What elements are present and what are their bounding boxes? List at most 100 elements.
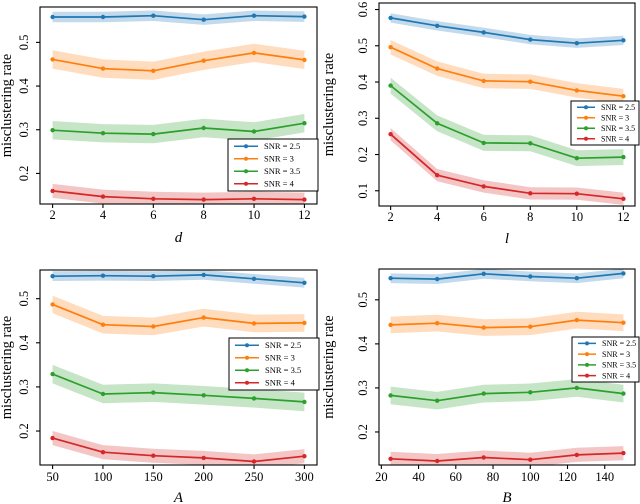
legend-box — [227, 138, 319, 192]
y-axis-label: misclustering rate — [321, 53, 337, 156]
chart-B: 20 40 60 80 100 120 140 0.2 0.3 0.4 0.5 Bmiscluster… — [321, 268, 640, 504]
y-axis-label: misclustering rate — [321, 315, 337, 418]
y-tick-label: 0.3 — [356, 110, 370, 126]
data-point-marker — [621, 450, 626, 456]
series-line — [389, 272, 625, 280]
legend-marker-sample — [244, 169, 248, 174]
x-tick-label: 100 — [521, 470, 540, 484]
data-point-marker — [574, 156, 579, 161]
x-tick-label: 12 — [298, 208, 311, 222]
data-point-marker — [528, 37, 533, 42]
legend-label: SNR = 2.5 — [602, 339, 636, 348]
series-line — [51, 52, 306, 72]
y-tick-label: 0.3 — [17, 122, 31, 138]
x-axis-label: d — [175, 230, 183, 246]
data-point-marker — [621, 391, 626, 396]
axes-spines — [39, 6, 318, 205]
confidence-band — [390, 379, 624, 410]
series-line — [51, 303, 306, 328]
data-point-marker — [201, 272, 206, 278]
legend-marker-sample — [585, 352, 589, 357]
data-point-marker — [302, 280, 307, 285]
data-point-marker — [528, 390, 533, 395]
data-point-marker — [151, 68, 156, 74]
legend-label: SNR = 4 — [601, 135, 629, 144]
y-tick-label: 0.5 — [356, 292, 370, 308]
x-tick-label: 50 — [46, 470, 59, 484]
data-point-marker — [528, 274, 533, 279]
legend-marker-sample — [245, 380, 249, 385]
confidence-band — [52, 43, 305, 80]
y-axis-label: misclustering rate — [0, 54, 15, 157]
legend-marker-sample — [585, 341, 589, 346]
data-point-marker — [251, 196, 257, 201]
legend-marker-sample — [245, 368, 249, 373]
data-point-marker — [251, 396, 257, 401]
x-tick-label: 60 — [450, 470, 463, 484]
plot-area — [388, 269, 626, 465]
x-tick-label: 40 — [412, 470, 425, 484]
data-point-marker — [621, 38, 626, 43]
data-point-marker — [388, 322, 393, 328]
x-axis-label: B — [502, 490, 511, 504]
series-line — [51, 122, 306, 135]
data-point-marker — [528, 79, 533, 84]
data-point-marker — [100, 391, 106, 397]
y-tick-label: 0.1 — [356, 183, 370, 199]
data-point-marker — [201, 197, 206, 202]
y-tick-label: 0.2 — [356, 147, 370, 163]
data-point-marker — [574, 317, 579, 323]
data-point-marker — [201, 455, 206, 461]
data-point-marker — [528, 324, 533, 329]
data-point-marker — [435, 398, 440, 403]
y-tick-label: 0.4 — [17, 77, 31, 93]
confidence-band — [390, 269, 624, 284]
data-point-marker — [435, 173, 440, 178]
data-point-marker — [151, 13, 156, 18]
data-point-marker — [528, 191, 533, 196]
chart-A: 50 100 150 200 250 300 0.2 0.3 0.4 0.5 Amiscluster… — [0, 269, 320, 504]
data-point-marker — [100, 131, 106, 136]
data-point-marker — [50, 274, 55, 279]
legend-label: SNR = 3 — [601, 114, 629, 123]
data-point-marker — [528, 141, 533, 146]
x-tick-label: 10 — [248, 208, 261, 222]
legend-box — [571, 336, 640, 383]
data-point-marker — [251, 459, 257, 464]
x-tick-label: 2 — [49, 208, 55, 222]
confidence-band — [390, 13, 624, 48]
x-tick-label: 10 — [571, 210, 584, 224]
data-point-marker — [251, 321, 257, 326]
legend-label: SNR = 4 — [264, 179, 295, 189]
data-point-marker — [151, 196, 156, 201]
legend-marker-sample — [584, 105, 588, 110]
legend-marker-sample — [584, 136, 588, 141]
y-tick-label: 0.4 — [356, 73, 370, 89]
data-point-marker — [100, 194, 106, 199]
series-line — [389, 319, 625, 329]
data-point-marker — [151, 453, 156, 458]
data-point-marker — [574, 191, 579, 196]
chart-l: 2 4 6 8 10 12 0.1 0.2 0.3 0.4 0.5 0.6 l misclustering… — [321, 2, 640, 247]
plot-area — [50, 10, 307, 204]
x-tick-label: 150 — [144, 470, 163, 484]
x-axis-label: l — [505, 231, 509, 247]
legend-box — [570, 100, 640, 146]
y-tick-label: 0.2 — [17, 423, 31, 439]
data-point-marker — [302, 399, 307, 405]
data-point-marker — [50, 57, 55, 62]
legend-label: SNR = 3.5 — [265, 365, 301, 375]
data-point-marker — [388, 132, 393, 137]
data-point-marker — [574, 452, 579, 458]
legend-marker-sample — [244, 181, 248, 186]
legend-label: SNR = 3.5 — [601, 124, 635, 133]
series-line — [51, 373, 306, 403]
data-point-marker — [251, 129, 257, 134]
confidence-band — [390, 40, 624, 104]
data-point-marker — [621, 196, 626, 201]
legend-marker-sample — [585, 373, 589, 378]
data-point-marker — [435, 66, 440, 71]
